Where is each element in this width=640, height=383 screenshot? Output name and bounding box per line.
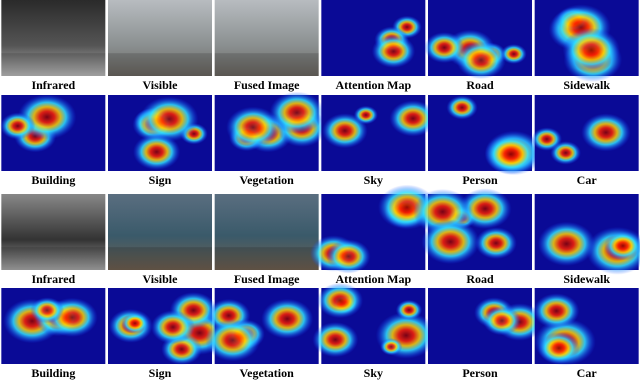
caption: Car — [577, 173, 598, 187]
image-panel — [214, 91, 327, 171]
caption: Sign — [149, 173, 172, 187]
heat-blob — [150, 310, 196, 345]
heat-blob — [424, 32, 465, 64]
heat-blob — [371, 34, 416, 68]
caption: Vegetation — [240, 173, 295, 187]
heat-blob — [312, 322, 359, 358]
image-panel — [309, 184, 437, 274]
photo — [214, 0, 319, 76]
image-panel — [108, 95, 212, 171]
heat-blob — [603, 231, 640, 261]
caption: Fused Image — [234, 78, 300, 92]
road — [214, 53, 319, 76]
heat-blob — [537, 221, 596, 266]
image-panel — [321, 0, 426, 76]
heat-blob — [380, 338, 403, 356]
photo — [108, 194, 212, 270]
photo — [108, 0, 212, 76]
road — [108, 53, 212, 76]
photo — [1, 0, 106, 76]
photo — [214, 194, 319, 270]
heat-blob — [475, 227, 517, 260]
heat-blob — [317, 282, 364, 319]
heat-blob — [421, 219, 480, 265]
caption: Building — [31, 366, 75, 380]
heat-blob — [446, 95, 478, 120]
heat-blob — [562, 27, 620, 72]
image-panel — [1, 0, 106, 76]
image-panel — [312, 282, 437, 364]
heat-blob — [139, 96, 199, 142]
caption: Sidewalk — [563, 78, 610, 92]
photo — [1, 194, 106, 270]
image-panel — [531, 95, 639, 171]
road — [1, 53, 106, 76]
caption: Vegetation — [240, 366, 295, 380]
caption: Building — [31, 173, 75, 187]
caption: Attention Map — [335, 78, 411, 92]
heat-blob — [395, 299, 423, 321]
image-panel — [428, 95, 543, 176]
image-panel — [413, 188, 532, 270]
road — [214, 247, 319, 270]
image-panel — [108, 0, 212, 76]
heat-blob — [30, 297, 65, 324]
image-panel — [533, 288, 639, 366]
heat-blob — [456, 40, 506, 80]
image-panel — [534, 194, 640, 275]
heat-blob — [537, 331, 580, 365]
image-panel — [424, 0, 532, 80]
caption: Person — [462, 366, 498, 380]
heat-blob — [533, 293, 580, 329]
heat-blob — [550, 141, 582, 165]
heat-blob — [389, 100, 437, 137]
image-panel — [321, 95, 437, 171]
heat-blob — [581, 113, 631, 152]
caption: Road — [466, 78, 494, 92]
caption: Sidewalk — [563, 272, 610, 286]
caption: Sign — [149, 366, 172, 380]
caption: Sky — [364, 173, 383, 187]
caption: Attention Map — [335, 272, 411, 286]
road — [108, 247, 212, 270]
caption: Car — [577, 366, 598, 380]
caption: Infrared — [31, 78, 75, 92]
caption: Sky — [364, 366, 383, 380]
image-panel — [0, 94, 106, 171]
heat-blob — [205, 319, 261, 362]
image-panel — [1, 194, 106, 270]
image-panel — [428, 288, 544, 364]
road — [1, 247, 106, 270]
heat-blob — [133, 133, 181, 171]
caption: Fused Image — [234, 272, 300, 286]
caption: Visible — [143, 272, 179, 286]
image-panel — [534, 0, 639, 82]
image-panel — [108, 288, 229, 365]
heat-blob — [500, 44, 527, 64]
heat-blob — [261, 298, 314, 339]
image-panel — [1, 288, 106, 364]
heat-blob — [226, 106, 281, 149]
caption: Road — [466, 272, 494, 286]
heat-blob — [322, 113, 368, 149]
heat-blob — [326, 239, 371, 274]
caption: Visible — [143, 78, 179, 92]
heat-blob — [484, 134, 538, 175]
heat-blob — [482, 305, 522, 336]
heat-blob — [0, 112, 36, 140]
heat-blob — [458, 188, 512, 230]
image-panel — [214, 0, 319, 76]
caption: Infrared — [31, 272, 75, 286]
image-panel — [205, 288, 319, 364]
heat-blob — [531, 127, 563, 151]
heat-blob — [269, 91, 325, 134]
image-panel — [214, 194, 319, 270]
caption: Person — [462, 173, 498, 187]
image-panel — [108, 194, 212, 270]
heat-blob — [121, 312, 149, 334]
